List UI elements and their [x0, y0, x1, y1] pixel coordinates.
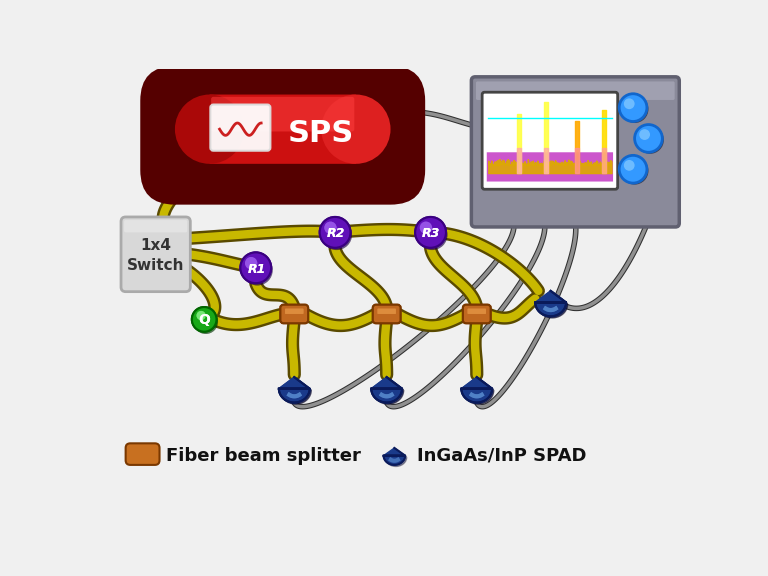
Circle shape: [319, 217, 350, 248]
Circle shape: [245, 257, 257, 270]
FancyBboxPatch shape: [482, 92, 617, 190]
Text: R3: R3: [422, 228, 441, 240]
Circle shape: [621, 157, 648, 185]
Circle shape: [240, 252, 271, 283]
Text: R2: R2: [326, 228, 345, 240]
Polygon shape: [385, 449, 407, 467]
Text: Fiber beam splitter: Fiber beam splitter: [166, 446, 360, 465]
Polygon shape: [537, 293, 568, 318]
FancyBboxPatch shape: [463, 305, 491, 323]
FancyBboxPatch shape: [463, 305, 491, 323]
Circle shape: [321, 219, 352, 250]
FancyBboxPatch shape: [476, 81, 674, 100]
FancyBboxPatch shape: [121, 217, 190, 291]
Circle shape: [420, 222, 432, 234]
Circle shape: [194, 309, 218, 334]
FancyBboxPatch shape: [472, 77, 679, 227]
FancyBboxPatch shape: [280, 305, 308, 323]
Circle shape: [624, 98, 634, 109]
Text: 1x4
Switch: 1x4 Switch: [127, 238, 184, 273]
FancyBboxPatch shape: [211, 97, 354, 131]
Circle shape: [417, 219, 448, 250]
Circle shape: [242, 255, 273, 286]
Text: R1: R1: [247, 263, 266, 276]
FancyBboxPatch shape: [124, 220, 187, 232]
Circle shape: [197, 311, 206, 320]
Polygon shape: [371, 377, 402, 403]
Polygon shape: [280, 378, 311, 404]
Circle shape: [619, 156, 647, 183]
FancyBboxPatch shape: [377, 309, 396, 314]
FancyBboxPatch shape: [280, 305, 308, 323]
Polygon shape: [279, 377, 310, 403]
Circle shape: [417, 219, 448, 250]
Text: Q: Q: [198, 313, 210, 327]
Circle shape: [192, 307, 217, 332]
Polygon shape: [463, 378, 494, 404]
FancyBboxPatch shape: [372, 305, 401, 323]
Polygon shape: [383, 448, 406, 465]
Text: R1: R1: [247, 263, 266, 276]
Circle shape: [639, 129, 650, 140]
Polygon shape: [371, 377, 402, 403]
Circle shape: [621, 95, 648, 123]
Text: R3: R3: [422, 228, 441, 240]
FancyBboxPatch shape: [285, 309, 303, 314]
Circle shape: [197, 311, 206, 320]
Circle shape: [415, 217, 446, 248]
Circle shape: [624, 160, 634, 170]
Circle shape: [245, 257, 257, 270]
Ellipse shape: [321, 94, 390, 164]
Text: Q: Q: [198, 313, 210, 327]
Circle shape: [634, 124, 662, 152]
Circle shape: [242, 255, 273, 286]
Polygon shape: [535, 291, 566, 316]
FancyBboxPatch shape: [487, 152, 613, 181]
Circle shape: [324, 222, 336, 234]
Text: R2: R2: [326, 228, 345, 240]
FancyBboxPatch shape: [285, 309, 303, 314]
Circle shape: [240, 252, 271, 283]
Polygon shape: [463, 378, 494, 404]
Ellipse shape: [175, 94, 244, 164]
Circle shape: [192, 307, 217, 332]
Circle shape: [636, 126, 664, 154]
Polygon shape: [535, 291, 566, 316]
FancyBboxPatch shape: [468, 309, 486, 314]
Circle shape: [415, 217, 446, 248]
Polygon shape: [537, 293, 568, 318]
FancyBboxPatch shape: [210, 104, 270, 151]
Circle shape: [619, 94, 647, 122]
Circle shape: [194, 309, 218, 334]
FancyBboxPatch shape: [141, 66, 425, 204]
Circle shape: [324, 222, 336, 234]
Text: SPS: SPS: [288, 119, 354, 147]
FancyBboxPatch shape: [377, 309, 396, 314]
Polygon shape: [462, 377, 492, 403]
Text: InGaAs/InP SPAD: InGaAs/InP SPAD: [418, 446, 587, 465]
Polygon shape: [372, 378, 404, 404]
FancyBboxPatch shape: [468, 309, 486, 314]
FancyBboxPatch shape: [210, 94, 356, 164]
FancyBboxPatch shape: [372, 305, 401, 323]
Circle shape: [319, 217, 350, 248]
Polygon shape: [462, 377, 492, 403]
Polygon shape: [279, 377, 310, 403]
Polygon shape: [372, 378, 404, 404]
Circle shape: [420, 222, 432, 234]
FancyBboxPatch shape: [126, 444, 160, 465]
Circle shape: [321, 219, 352, 250]
Polygon shape: [280, 378, 311, 404]
